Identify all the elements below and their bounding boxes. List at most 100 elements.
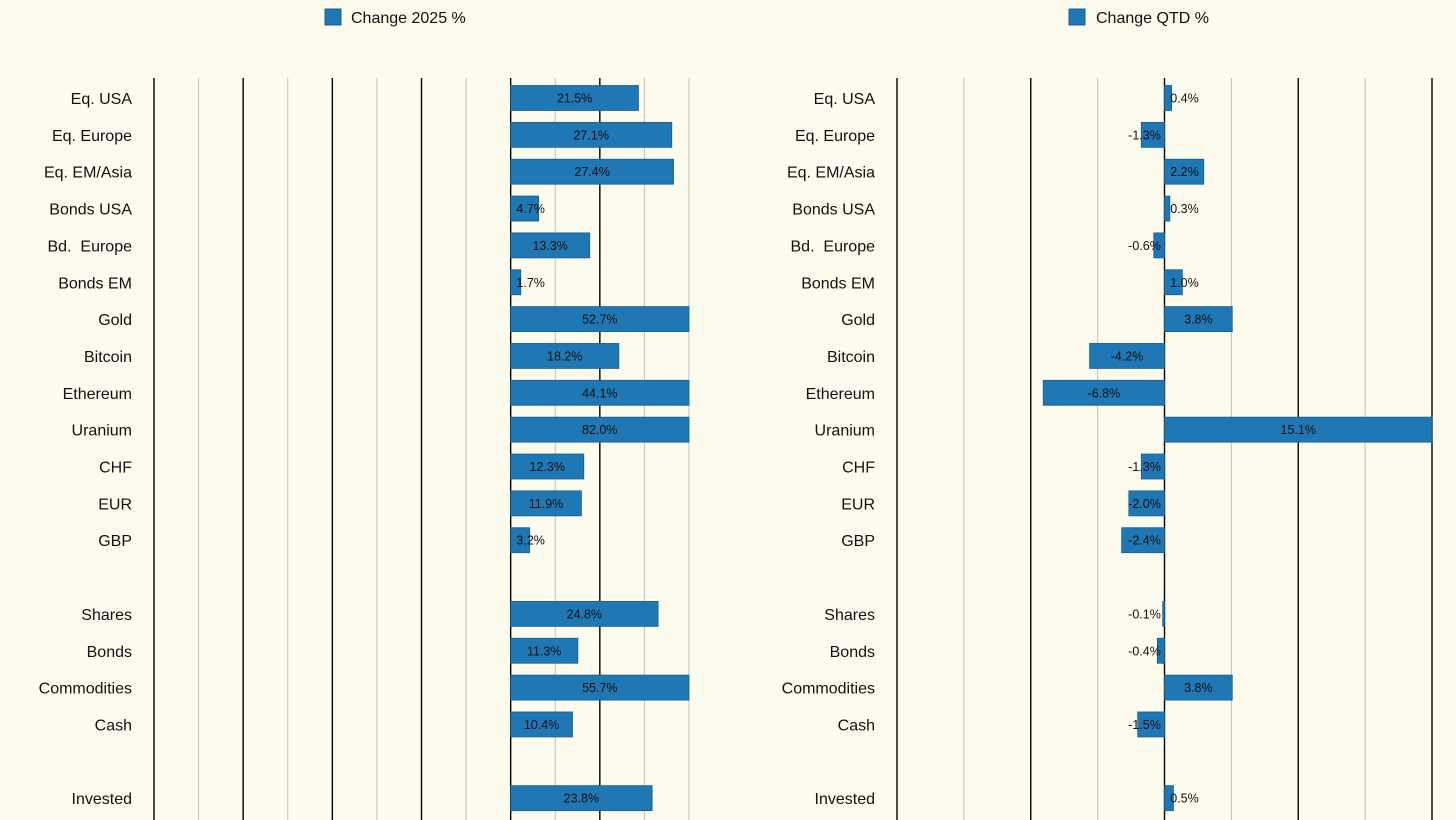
panel1-bar (510, 711, 573, 738)
panel2-bar (1156, 637, 1165, 664)
panel1-category-label: Commodities (39, 681, 132, 698)
panel2-category-label: Eq. EM/Asia (787, 165, 875, 182)
panel1-value-label: 44.1% (582, 386, 617, 400)
panel1-category-label: Bonds (87, 644, 132, 661)
panel2-value-label: 0.5% (1170, 792, 1199, 806)
panel1-value-label: 27.1% (573, 128, 608, 142)
panel1-legend-label: Change 2025 % (351, 10, 466, 27)
panel1-bar (510, 269, 522, 296)
panel2-category-label: EUR (841, 496, 875, 513)
panel2-bar (1121, 527, 1165, 554)
panel2-value-label: 0.4% (1170, 92, 1199, 106)
panel2-value-label: -2.0% (1128, 497, 1161, 511)
panel1-legend-swatch (324, 8, 342, 26)
panel2-value-label: 15.1% (1281, 423, 1316, 437)
panel1-value-label: 12.3% (529, 460, 564, 474)
panel2-category-label: Commodities (782, 681, 875, 698)
panel2-bar (1164, 85, 1173, 111)
panel1-bar (510, 306, 690, 333)
panel1-category-label: CHF (99, 460, 132, 477)
panel2-bar (1162, 601, 1165, 627)
panel1-bar (510, 121, 673, 148)
panel1-value-label: 23.8% (564, 792, 599, 806)
panel1-bar (510, 158, 674, 185)
panel2-bar (1164, 195, 1171, 222)
panel2-value-label: -0.1% (1128, 607, 1161, 621)
panel2-legend-swatch (1068, 8, 1086, 26)
panel2-category-label: Bd. Europe (791, 238, 876, 255)
panel1-category-label: Eq. USA (71, 91, 133, 108)
panel1-category-label: Bitcoin (84, 349, 132, 366)
panel2-value-label: -4.2% (1111, 349, 1144, 363)
panel2-category-label: Shares (824, 607, 875, 624)
panel1-value-label: 4.7% (516, 202, 545, 216)
panel1-bar (510, 232, 591, 259)
panel1-category-label: GBP (98, 533, 132, 550)
panel2-value-label: 3.8% (1184, 681, 1213, 695)
panel2-bar (1089, 343, 1165, 369)
panel2-bar (1137, 711, 1165, 738)
panel1-bar (510, 416, 690, 443)
panel1-category-label: Uranium (72, 423, 132, 440)
panel2-category-label: Bitcoin (827, 349, 875, 366)
panel2-category-label: CHF (842, 460, 875, 477)
panel2-value-label: -1.3% (1128, 460, 1161, 474)
panel1-value-label: 11.9% (529, 497, 564, 511)
panel1-category-label: Eq. EM/Asia (44, 165, 132, 182)
panel1-category-label: Eq. Europe (52, 128, 132, 145)
panel1-bar (510, 601, 659, 627)
panel1-category-label: Gold (98, 312, 132, 329)
panel2-bar (1140, 121, 1165, 148)
panel2-value-label: -1.3% (1128, 128, 1161, 142)
panel2-value-label: -0.6% (1128, 239, 1161, 253)
panel2-bar (1153, 232, 1165, 259)
panel2-category-label: Eq. Europe (795, 128, 875, 145)
panel1-bar (510, 195, 540, 222)
panel1-category-label: EUR (98, 496, 132, 513)
panel1-category-label: Invested (72, 791, 132, 808)
panel2-category-label: GBP (841, 533, 875, 550)
panel1-value-label: 10.4% (524, 718, 559, 732)
panel2-bar (1164, 674, 1233, 701)
panel2-bar (1140, 453, 1165, 480)
panel1-category-label: Ethereum (63, 386, 132, 403)
panel2-category-label: Cash (838, 717, 875, 734)
panel1-value-label: 11.3% (527, 644, 562, 658)
panel2-category-label: Eq. USA (814, 91, 876, 108)
panel1-value-label: 1.7% (516, 276, 545, 290)
panel1-category-label: Bonds USA (49, 202, 132, 219)
panel1-bar (510, 527, 531, 554)
panel2-legend-label: Change QTD % (1096, 10, 1209, 27)
panel2-bar (1164, 306, 1233, 333)
panel2-value-label: -6.8% (1088, 386, 1121, 400)
panel1-value-label: 21.5% (557, 92, 592, 106)
panel1-value-label: 13.3% (532, 239, 567, 253)
panel1-value-label: 27.4% (574, 165, 609, 179)
panel1-bar (510, 490, 582, 517)
panel2-category-label: Bonds USA (792, 202, 875, 219)
panel1-category-label: Cash (95, 717, 132, 734)
panel1-bar (510, 343, 620, 369)
panel2-bar (1164, 158, 1205, 185)
panel1-value-label: 24.8% (567, 607, 602, 621)
panel1-bar (510, 379, 690, 406)
panel2-bar (1042, 379, 1165, 406)
panel2-value-label: -0.4% (1128, 644, 1161, 658)
panel2-value-label: 0.3% (1170, 202, 1199, 216)
panel2-category-label: Invested (815, 791, 875, 808)
panel2-value-label: 1.0% (1170, 276, 1199, 290)
panel2-value-label: -1.5% (1128, 718, 1161, 732)
panel1-value-label: 3.2% (516, 534, 545, 548)
panel1-value-label: 82.0% (582, 423, 617, 437)
panel2-value-label: 3.8% (1184, 313, 1213, 327)
panel2-category-label: Uranium (815, 423, 875, 440)
panel2-bar (1164, 416, 1433, 443)
panel2-category-label: Bonds (830, 644, 875, 661)
panel2-value-label: 2.2% (1170, 165, 1199, 179)
panel1-value-label: 18.2% (547, 349, 582, 363)
panel1-bar (510, 674, 690, 701)
panel2-bar (1164, 269, 1183, 296)
panel2-value-label: -2.4% (1128, 534, 1161, 548)
panel1-category-label: Bd. Europe (48, 238, 133, 255)
